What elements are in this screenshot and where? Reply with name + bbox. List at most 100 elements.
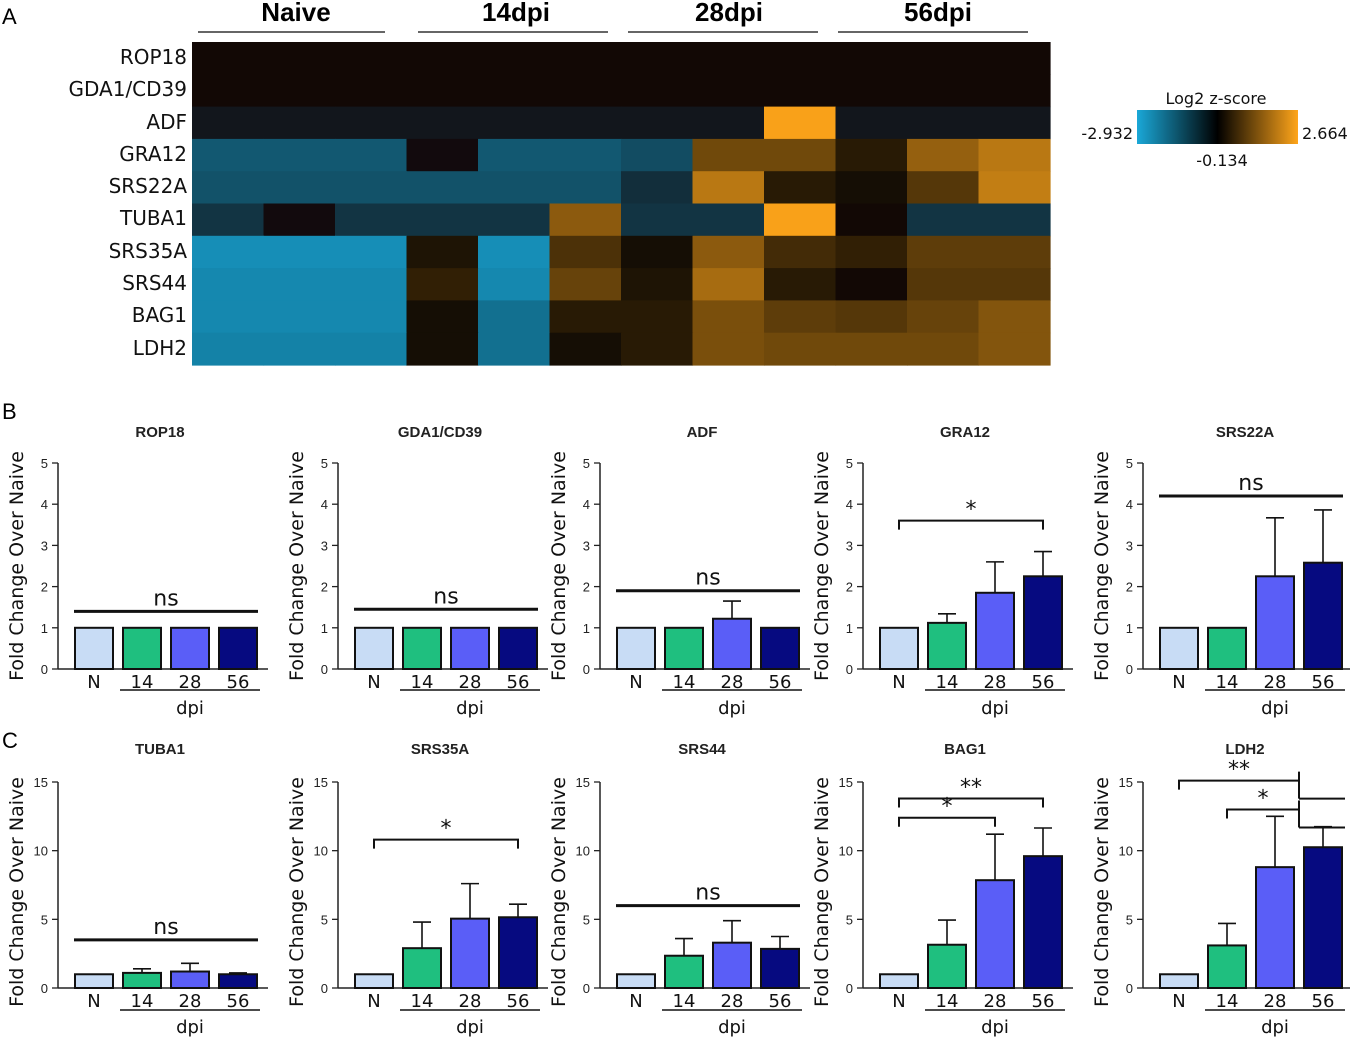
heatmap-cell (192, 42, 265, 75)
bar-N (879, 626, 919, 670)
y-axis-title: Fold Change Over Naive (286, 777, 308, 1007)
x-tick-label: 14 (131, 672, 154, 693)
bar-N (74, 973, 114, 989)
y-axis-title: Fold Change Over Naive (1091, 451, 1113, 681)
x-tick-label: 14 (1216, 991, 1239, 1012)
bar-14 (927, 621, 967, 671)
heatmap-cell (978, 106, 1051, 140)
y-tick-label: 2 (846, 580, 853, 595)
bar-56 (498, 626, 538, 670)
heatmap-cell (978, 332, 1051, 366)
heatmap-cell (263, 138, 336, 172)
sig-bracket (898, 519, 1044, 530)
y-tick-label: 3 (321, 538, 328, 553)
gene-label-gda1: GDA1/CD39 (68, 77, 187, 101)
heatmap-cell (549, 106, 622, 140)
bar-chart-srs35a: SRS35A Fold Change Over Naive 0 5 10 15 N 14 28 5… (286, 741, 548, 1038)
sig-label: ** (1228, 758, 1250, 783)
gene-label-adf: ADF (146, 110, 187, 134)
x-tick-label: 14 (1216, 672, 1239, 693)
bar-N (354, 973, 394, 989)
heatmap-cell (478, 106, 551, 140)
heatmap-cell (835, 138, 908, 172)
x-tick-label: 28 (721, 672, 744, 693)
bar-56 (1023, 575, 1063, 670)
heatmap-cell (907, 138, 980, 172)
x-tick-label: 14 (131, 991, 154, 1012)
heatmap-cell (764, 268, 837, 301)
bar-N (1159, 973, 1199, 989)
y-tick-label: 1 (321, 621, 328, 636)
bar-28 (450, 626, 490, 670)
y-tick-label: 1 (846, 621, 853, 636)
y-tick-label: 1 (583, 621, 590, 636)
heatmap-cell (692, 268, 765, 301)
bar-14 (122, 626, 162, 670)
x-axis-title: dpi (1261, 698, 1289, 719)
x-tick-label: 28 (459, 672, 482, 693)
x-axis-title: dpi (718, 1017, 746, 1038)
heatmap-cell (978, 268, 1051, 301)
sig-bracket (898, 816, 996, 827)
y-tick-label: 2 (321, 580, 328, 595)
heatmap-cell (335, 300, 408, 334)
heatmap-cell (621, 106, 694, 140)
heatmap-cell (549, 74, 622, 108)
y-tick-label: 4 (583, 497, 590, 512)
bar-28 (450, 917, 490, 989)
y-tick-label: 5 (321, 456, 328, 471)
chart-title: BAG1 (944, 741, 986, 758)
bar-28 (1255, 575, 1295, 670)
heatmap-cell (692, 74, 765, 108)
x-axis-title: dpi (1261, 1017, 1289, 1038)
heatmap-cell (621, 235, 694, 269)
x-tick-label: 28 (1264, 991, 1287, 1012)
y-axis-title: Fold Change Over Naive (6, 451, 28, 681)
heatmap-cell (406, 171, 479, 205)
y-tick-label: 5 (321, 912, 328, 927)
heatmap-cell (406, 235, 479, 269)
x-tick-label: N (629, 672, 642, 693)
heatmap-cell (835, 74, 908, 108)
heatmap-cell (478, 138, 551, 172)
sig-label: * (441, 817, 452, 842)
heatmap-cell (335, 74, 408, 108)
bar-28 (975, 879, 1015, 990)
x-tick-label: 28 (984, 672, 1007, 693)
y-tick-label: 10 (34, 844, 48, 859)
heatmap-cell (621, 300, 694, 334)
bar-chart-rop18: ROP18 Fold Change Over Naive 0 1 2 3 4 5 N 14 28 56… (6, 424, 268, 719)
heatmap-cell (263, 42, 336, 75)
heatmap-cell (406, 106, 479, 140)
x-axis-title: dpi (176, 698, 204, 719)
y-tick-label: 4 (41, 497, 48, 512)
heatmap-cell (335, 138, 408, 172)
heatmap-cell (621, 203, 694, 237)
heatmap-cell (764, 42, 837, 75)
heatmap-cell (478, 74, 551, 108)
gene-label-tuba1: TUBA1 (119, 206, 187, 230)
heatmap-cell (907, 42, 980, 75)
heatmap-cell (263, 268, 336, 301)
heatmap-cell (835, 332, 908, 366)
heatmap-cell (692, 300, 765, 334)
bar-28 (712, 617, 752, 671)
bar-chart-bag1: BAG1 Fold Change Over Naive 0 5 10 15 N 14 28 56 d… (811, 741, 1073, 1038)
y-tick-label: 3 (583, 538, 590, 553)
y-tick-label: 10 (576, 844, 590, 859)
panel-letter-b: B (2, 399, 17, 424)
bar-28 (170, 626, 210, 670)
bar-14 (402, 947, 442, 990)
heatmap-cell (978, 203, 1051, 237)
bar-14 (1207, 626, 1247, 670)
panel-letter-a: A (2, 4, 17, 29)
legend-color-bar (1137, 110, 1298, 144)
x-tick-label: N (87, 991, 100, 1012)
heatmap-cell (549, 332, 622, 366)
chart-title: LDH2 (1225, 741, 1264, 758)
heatmap-cell (192, 332, 265, 366)
heatmap-cell (478, 300, 551, 334)
x-tick-label: 14 (411, 991, 434, 1012)
heatmap-cell (764, 138, 837, 172)
x-tick-label: 56 (1312, 672, 1335, 693)
